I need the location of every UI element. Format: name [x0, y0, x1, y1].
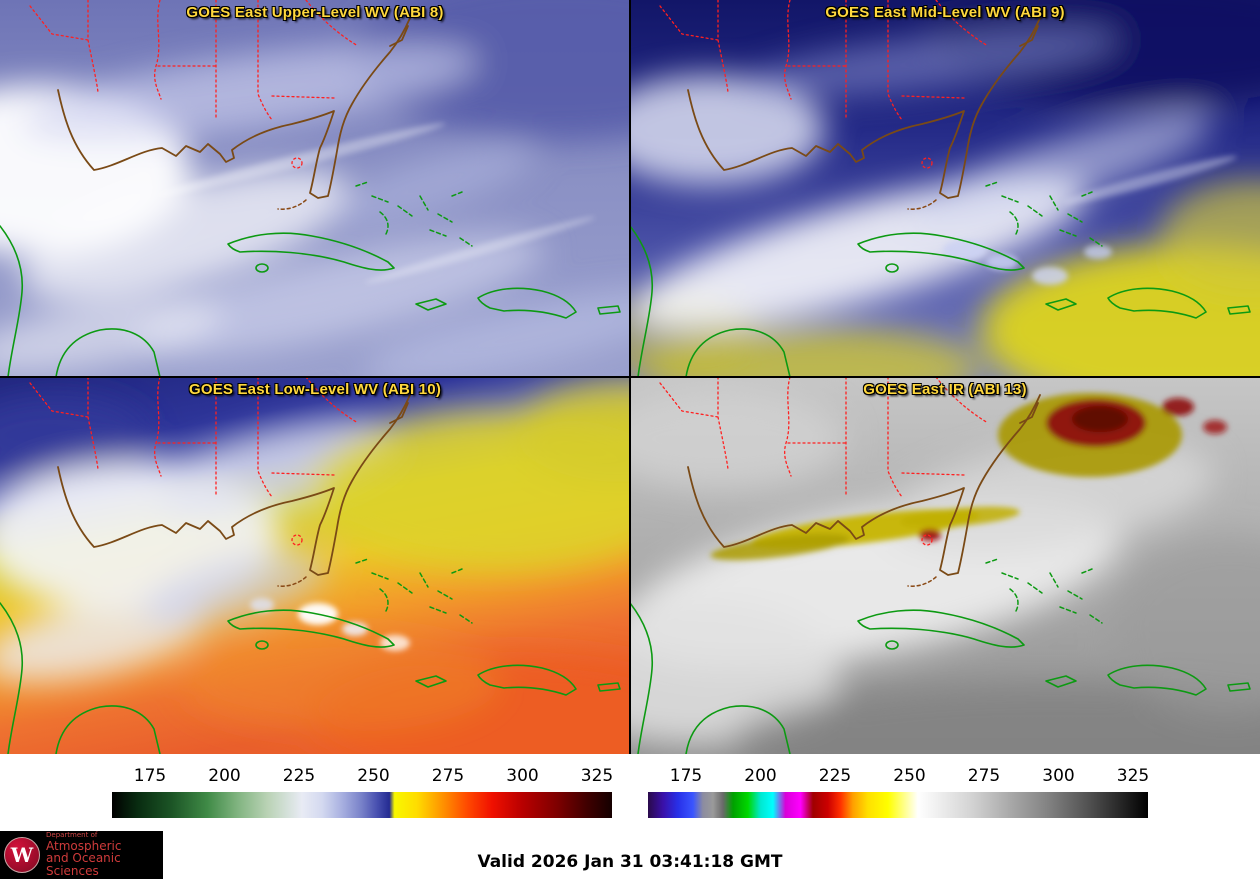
satellite-quad: GOES East Upper-Level WV (ABI 8) — [0, 0, 1260, 754]
ir-colorbar-ticks: 175 200 225 250 275 300 325 — [648, 764, 1150, 790]
ir-tick-250: 250 — [893, 766, 926, 786]
logo-atmospheric: Atmospheric — [46, 838, 122, 853]
panel-low-level-wv: GOES East Low-Level WV (ABI 10) — [0, 377, 630, 754]
uw-aos-logo: W Department of Atmospheric and Oceanic … — [0, 831, 163, 879]
uw-aos-logo-text: Department of Atmospheric and Oceanic Sc… — [46, 831, 163, 878]
wv-tick-200: 200 — [208, 766, 241, 786]
panel-title-abi9: GOES East Mid-Level WV (ABI 9) — [825, 4, 1065, 21]
ir-image — [630, 377, 1260, 754]
uw-crest-icon: W — [4, 837, 40, 873]
ir-tick-200: 200 — [744, 766, 777, 786]
wv-tick-325: 325 — [580, 766, 614, 786]
wv-colorbar-gradient — [112, 792, 612, 818]
logo-oceanic-sciences: and Oceanic Sciences — [46, 851, 121, 878]
wv-tick-275: 275 — [431, 766, 465, 786]
low-level-wv-image — [0, 377, 630, 754]
ir-tick-325: 325 — [1116, 766, 1150, 786]
wv-tick-250: 250 — [357, 766, 390, 786]
panel-ir: GOES East IR (ABI 13) — [630, 377, 1260, 754]
ir-colorbar-gradient — [648, 792, 1148, 818]
panel-mid-level-wv: GOES East Mid-Level WV (ABI 9) — [630, 0, 1260, 377]
wv-tick-300: 300 — [506, 766, 539, 786]
ir-colorbar: 175 200 225 250 275 300 325 — [648, 764, 1150, 822]
panel-title-abi13: GOES East IR (ABI 13) — [863, 381, 1027, 398]
wv-colorbar-ticks: 175 200 225 250 275 300 325 — [112, 764, 614, 790]
wv-colorbar: 175 200 225 250 275 300 325 — [112, 764, 614, 822]
ir-tick-175: 175 — [669, 766, 703, 786]
panel-title-abi10: GOES East Low-Level WV (ABI 10) — [188, 381, 442, 398]
wv-tick-225: 225 — [282, 766, 316, 786]
colorbar-row: 175 200 225 250 275 300 325 175 200 225 … — [0, 754, 1260, 822]
mid-level-wv-image — [630, 0, 1260, 377]
panel-title-abi8: GOES East Upper-Level WV (ABI 8) — [186, 4, 444, 21]
wv-tick-175: 175 — [133, 766, 167, 786]
ir-tick-275: 275 — [967, 766, 1001, 786]
panel-divider-horizontal — [0, 376, 1260, 378]
panel-upper-level-wv: GOES East Upper-Level WV (ABI 8) — [0, 0, 630, 377]
ir-tick-225: 225 — [818, 766, 852, 786]
logo-department-of: Department of — [46, 831, 98, 840]
bottom-strip: 175 200 225 250 275 300 325 175 200 225 … — [0, 754, 1260, 882]
upper-level-wv-image — [0, 0, 630, 377]
ir-tick-300: 300 — [1042, 766, 1075, 786]
valid-time-label: Valid 2026 Jan 31 03:41:18 GMT — [477, 852, 783, 872]
